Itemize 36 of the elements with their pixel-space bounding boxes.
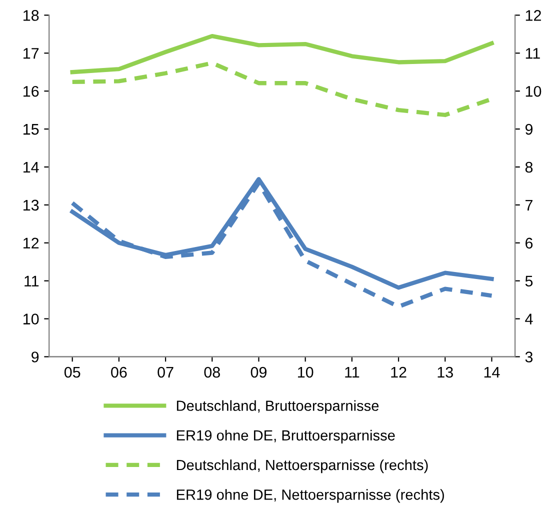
legend-label: Deutschland, Bruttoersparnisse — [176, 400, 379, 414]
y2-tick-label: 4 — [525, 314, 533, 324]
y2-tick-label: 12 — [526, 10, 541, 21]
x-tick-label: 11 — [345, 367, 360, 378]
x-tick-label: 09 — [250, 366, 267, 378]
y-tick-label: 12 — [24, 238, 39, 248]
y-tick-label: 16 — [24, 86, 39, 97]
y-tick-label: 14 — [24, 162, 39, 173]
y-tick-label: 9 — [32, 352, 39, 362]
y2-tick-label: 10 — [526, 86, 542, 97]
x-tick-label: 06 — [111, 366, 127, 378]
y2-tick-label: 3 — [525, 352, 533, 362]
y-tick-label: 10 — [24, 314, 39, 324]
line-series — [70, 180, 494, 309]
y-tick-label: 15 — [24, 124, 39, 135]
y2-tick-label: 8 — [525, 162, 533, 173]
y-tick-label: 13 — [24, 200, 39, 211]
x-tick-label: 12 — [391, 366, 406, 378]
x-tick-label: 13 — [438, 366, 453, 378]
y2-tick-label: 7 — [526, 200, 532, 210]
x-tick-label: 08 — [204, 366, 220, 378]
legend-label: ER19 ohne DE, Nettoersparnisse (rechts) — [176, 489, 444, 503]
y2-tick-label: 5 — [525, 276, 533, 287]
y2-tick-label: 11 — [526, 48, 540, 59]
x-tick-label: 14 — [484, 367, 500, 378]
line-series — [70, 34, 494, 74]
legend-label: Deutschland, Nettoersparnisse (rechts) — [176, 459, 428, 474]
y2-tick-label: 9 — [525, 124, 533, 135]
x-tick-label: 07 — [158, 366, 174, 378]
x-tick-label: 10 — [298, 366, 314, 378]
y-tick-label: 18 — [24, 10, 39, 21]
y-tick-label: 11 — [24, 276, 39, 286]
x-tick-label: 05 — [64, 366, 80, 378]
y2-tick-label: 6 — [526, 238, 533, 249]
legend-label: ER19 ohne DE, Bruttoersparnisse — [176, 430, 395, 444]
y-tick-label: 17 — [24, 48, 39, 59]
